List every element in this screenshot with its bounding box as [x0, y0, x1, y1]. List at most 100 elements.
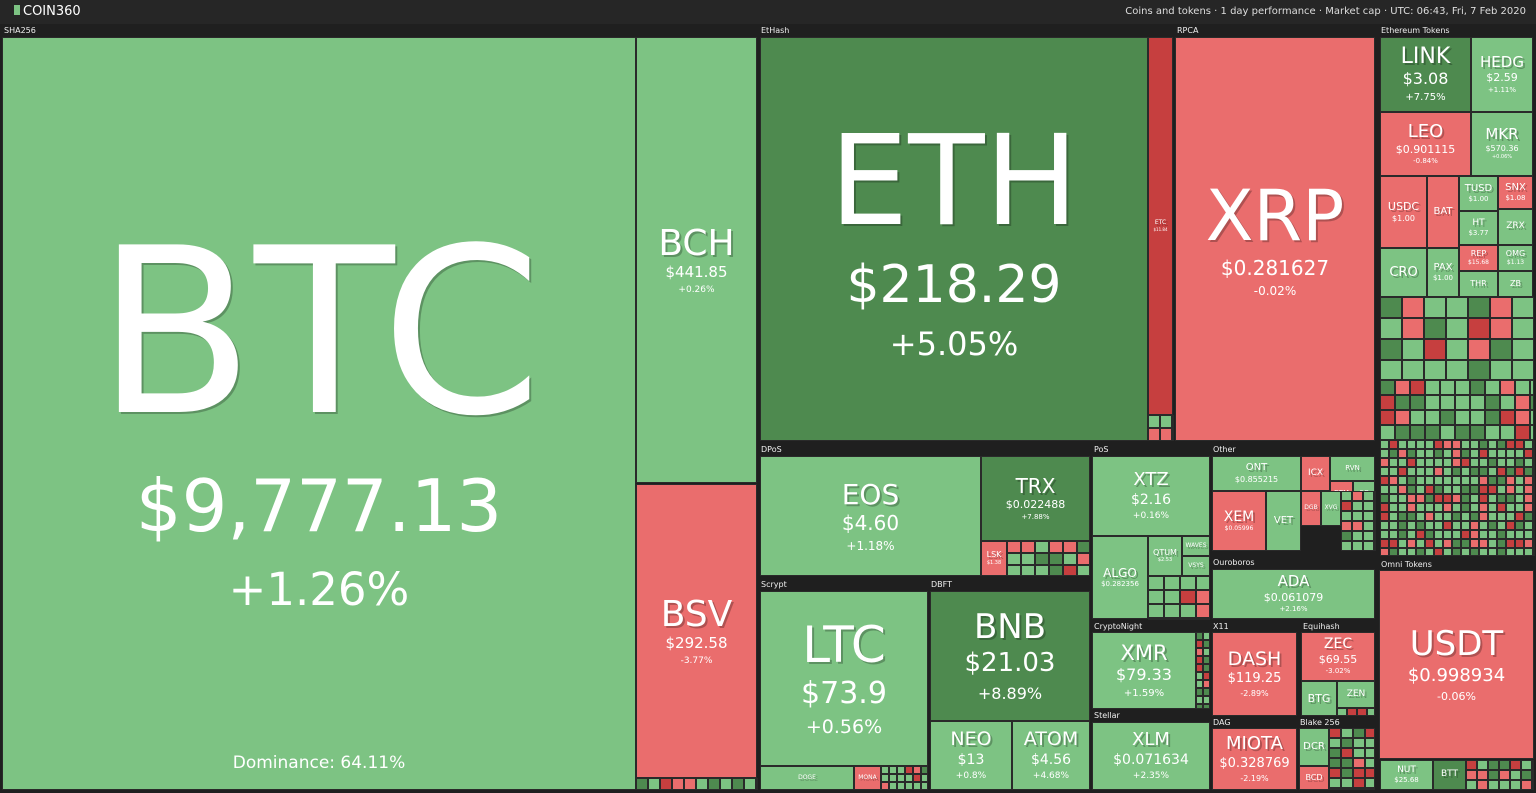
coin-tile[interactable]: HEDG $2.59 +1.11%: [1471, 37, 1533, 112]
coin-tile[interactable]: NEO $13 +0.8%: [930, 721, 1012, 790]
coin-tile[interactable]: LTC $73.9 +0.56%: [760, 591, 928, 766]
coin-tile[interactable]: XVG: [1321, 491, 1341, 526]
small-tile: [1461, 476, 1470, 485]
coin-tile[interactable]: BCH $441.85 +0.26%: [636, 37, 757, 483]
coin-tile[interactable]: BTC $9,777.13 +1.26% Dominance: 64.11%: [2, 37, 636, 790]
coin-tile[interactable]: MIOTA $0.328769 -2.19%: [1212, 728, 1297, 790]
coin-symbol: ALGO: [1103, 566, 1137, 581]
small-tile: [1506, 548, 1515, 556]
small-tile: [1497, 503, 1506, 512]
logo[interactable]: COIN360: [14, 4, 81, 19]
small-tile: [1416, 539, 1425, 548]
coin-tile[interactable]: BTG: [1301, 681, 1337, 716]
group-label: Scrypt: [761, 580, 787, 589]
coin-symbol: MONA: [858, 773, 877, 781]
coin-tile[interactable]: XEM $0.05996: [1212, 491, 1266, 551]
small-tile: [1389, 539, 1398, 548]
small-tile: [708, 778, 720, 790]
small-tile: [1007, 541, 1021, 553]
coin-tile[interactable]: THR: [1459, 271, 1498, 297]
coin-tile[interactable]: CRO: [1380, 248, 1427, 297]
coin-tile[interactable]: XMR $79.33 +1.59%: [1092, 632, 1196, 709]
coin-tile[interactable]: ZB: [1498, 271, 1533, 297]
coin-price: $9,777.13: [135, 463, 503, 548]
small-tile: [1425, 485, 1434, 494]
coin-tile[interactable]: VSYS: [1182, 556, 1210, 576]
coin-tile[interactable]: OMG $1.13: [1498, 245, 1533, 271]
coin-symbol: DOGE: [798, 773, 816, 781]
small-tile: [1512, 360, 1534, 380]
coin-tile[interactable]: ETC $11.84: [1148, 37, 1173, 415]
coin-symbol: ZRX: [1506, 221, 1525, 232]
coin-tile[interactable]: LEO $0.901115 -0.84%: [1380, 112, 1471, 176]
small-tile: [648, 778, 660, 790]
coin-tile[interactable]: SNX $1.08: [1498, 176, 1533, 209]
small-tile: [1196, 672, 1203, 680]
coin-tile[interactable]: ATOM $4.56 +4.68%: [1012, 721, 1090, 790]
coin-tile[interactable]: DCR: [1299, 728, 1329, 766]
small-tile: [1533, 440, 1535, 449]
group-label: Ethereum Tokens: [1381, 26, 1450, 35]
coin-tile[interactable]: DOGE: [760, 766, 854, 790]
coin-tile[interactable]: BTT: [1433, 760, 1466, 790]
coin-tile[interactable]: DASH $119.25 -2.89%: [1212, 632, 1297, 716]
coin-price: $0.282356: [1101, 579, 1139, 588]
small-tile: [1425, 494, 1434, 503]
coin-symbol: LINK: [1400, 44, 1451, 70]
small-tile: [1021, 565, 1035, 576]
coin-symbol: ADA: [1277, 572, 1310, 591]
small-tile: [1389, 449, 1398, 458]
small-tile: [1434, 512, 1443, 521]
coin-tile[interactable]: DGB: [1301, 491, 1321, 526]
small-tile: [1515, 485, 1524, 494]
coin-tile[interactable]: MKR $570.36 +0.06%: [1471, 112, 1533, 176]
coin-tile[interactable]: HT $3.77: [1459, 211, 1498, 245]
coin-tile[interactable]: RVN: [1330, 456, 1375, 481]
coin-price: $1.38: [986, 559, 1002, 566]
coin-tile[interactable]: WAVES: [1182, 536, 1210, 556]
small-tile: [1329, 778, 1341, 788]
coin-tile[interactable]: TUSD $1.00: [1459, 176, 1498, 211]
coin-tile[interactable]: BSV $292.58 -3.77%: [636, 484, 757, 778]
small-tile: [1515, 380, 1530, 395]
coin-tile[interactable]: BNB $21.03 +8.89%: [930, 591, 1090, 721]
coin-tile[interactable]: LINK $3.08 +7.75%: [1380, 37, 1471, 112]
small-tile: [1512, 297, 1534, 318]
coin-price: $570.36: [1485, 144, 1519, 154]
small-tile: [1479, 449, 1488, 458]
coin-tile[interactable]: QTUM $2.53: [1148, 536, 1182, 576]
coin-tile[interactable]: USDT $0.998934 -0.06%: [1379, 570, 1534, 759]
small-tile: [1488, 770, 1499, 780]
small-tile: [1515, 395, 1530, 410]
coin-tile[interactable]: XLM $0.071634 +2.35%: [1092, 722, 1210, 790]
coin-tile[interactable]: LSK $1.38: [981, 541, 1007, 576]
coin-tile[interactable]: EOS $4.60 +1.18%: [760, 456, 981, 576]
small-tile: [1515, 476, 1524, 485]
coin-tile[interactable]: REP $15.68: [1459, 245, 1498, 271]
coin-tile[interactable]: ZEC $69.55 -3.02%: [1301, 632, 1375, 681]
coin-tile[interactable]: USDC $1.00: [1380, 176, 1427, 248]
coin-tile[interactable]: XTZ $2.16 +0.16%: [1092, 456, 1210, 536]
coin-tile[interactable]: MONA: [854, 766, 881, 790]
coin-tile[interactable]: ICX: [1301, 456, 1330, 491]
coin-tile[interactable]: ADA $0.061079 +2.16%: [1212, 569, 1375, 619]
coin-tile[interactable]: ZRX: [1498, 209, 1533, 245]
coin-tile[interactable]: ALGO $0.282356: [1092, 536, 1148, 619]
coin-tile[interactable]: ZEN: [1337, 681, 1375, 708]
coin-tile[interactable]: BAT: [1427, 176, 1459, 248]
small-tile: [1499, 760, 1510, 770]
small-tile: [1380, 476, 1389, 485]
view-settings[interactable]: Coins and tokens · 1 day performance · M…: [1125, 6, 1526, 17]
small-tile: [1488, 503, 1497, 512]
coin-tile[interactable]: PAX $1.00: [1427, 248, 1459, 297]
small-tile: [1434, 440, 1443, 449]
coin-tile[interactable]: ETH $218.29 +5.05%: [760, 37, 1148, 441]
coin-tile[interactable]: VET: [1266, 491, 1301, 551]
coin-tile[interactable]: NUT $25.68: [1380, 760, 1433, 790]
coin-tile[interactable]: ONT $0.855215: [1212, 456, 1301, 491]
small-tile: [1380, 512, 1389, 521]
small-tile: [1329, 728, 1341, 738]
coin-tile[interactable]: BCD: [1299, 766, 1329, 790]
coin-tile[interactable]: XRP $0.281627 -0.02%: [1175, 37, 1375, 441]
coin-tile[interactable]: TRX $0.022488 +7.88%: [981, 456, 1090, 541]
